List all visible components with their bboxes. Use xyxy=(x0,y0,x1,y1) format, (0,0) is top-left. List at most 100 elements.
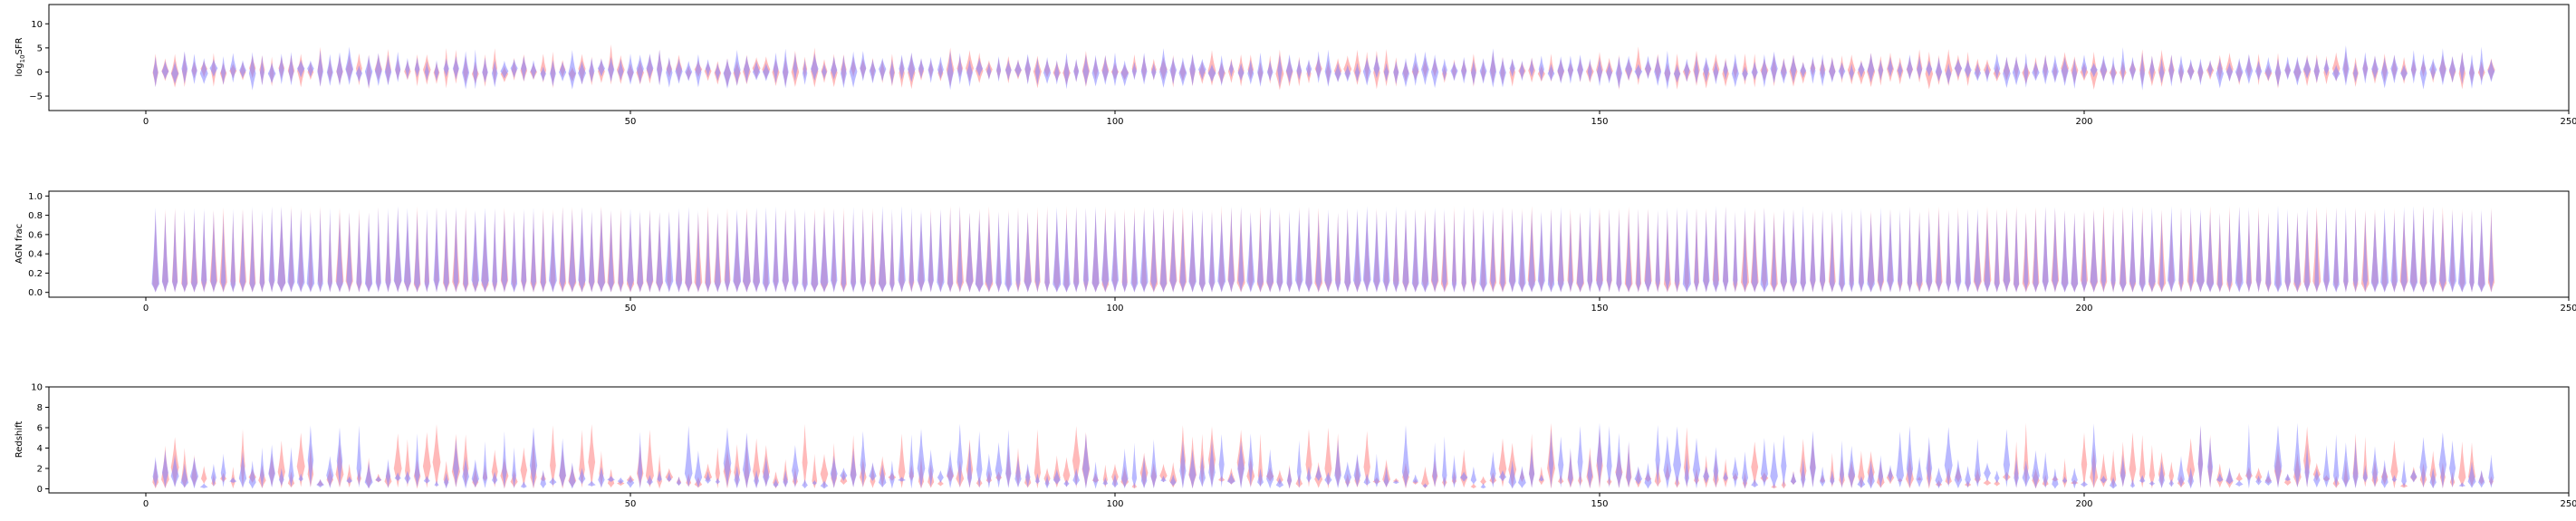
violin-blue xyxy=(1760,207,1769,293)
violin-blue xyxy=(1954,58,1963,78)
violin-blue xyxy=(638,431,643,489)
violin-blue xyxy=(2012,56,2021,86)
violin-blue xyxy=(1529,446,1535,488)
violin-blue xyxy=(268,206,275,293)
violin-blue xyxy=(908,207,914,293)
violin-blue xyxy=(1150,207,1158,293)
violin-blue xyxy=(1257,468,1264,487)
violin-blue xyxy=(1073,58,1080,82)
violin-blue xyxy=(1450,61,1458,82)
violin-blue xyxy=(1334,439,1341,488)
y-axis-label: log10SFR xyxy=(14,37,26,76)
x-tick-label: 100 xyxy=(1106,304,1123,314)
violin-blue xyxy=(424,208,429,293)
violin-blue xyxy=(1742,207,1748,293)
violin-blue xyxy=(1538,55,1544,82)
violin-blue xyxy=(1781,434,1787,488)
violin-blue xyxy=(928,211,934,293)
x-tick-label: 0 xyxy=(143,499,149,509)
violin-blue xyxy=(482,441,488,488)
violin-blue xyxy=(259,54,264,86)
violin-red xyxy=(812,453,818,489)
violin-red xyxy=(1324,427,1332,489)
violin-blue xyxy=(2042,54,2049,85)
violin-blue xyxy=(1946,210,1951,293)
violin-blue xyxy=(1994,470,2000,484)
x-axis: 0 50 100 150 200 250 xyxy=(143,111,2576,127)
violin-blue xyxy=(1131,442,1138,489)
violin-blue xyxy=(2235,206,2244,293)
violin-blue xyxy=(2448,55,2456,83)
violin-blue xyxy=(889,59,895,86)
violin-blue xyxy=(1490,451,1496,488)
violin-blue xyxy=(1266,449,1274,489)
violin-blue xyxy=(1362,57,1371,86)
violin-blue xyxy=(860,430,866,488)
violin-blue xyxy=(878,464,887,488)
violin-blue xyxy=(161,61,169,80)
violin-blue xyxy=(529,427,538,488)
violin-blue xyxy=(1082,207,1089,293)
violin-blue xyxy=(1111,473,1119,488)
violin-blue xyxy=(2244,53,2254,84)
violin-blue xyxy=(356,425,362,488)
violin-blue xyxy=(1587,58,1592,82)
violin-blue xyxy=(249,206,255,293)
violin-blue xyxy=(1926,210,1933,293)
violin-blue xyxy=(695,53,702,88)
violin-blue xyxy=(1091,206,1100,293)
violin-blue xyxy=(2265,212,2272,293)
violin-blue xyxy=(1723,471,1728,482)
violin-blue xyxy=(1529,58,1534,77)
violin-blue xyxy=(2080,480,2089,487)
violin-blue xyxy=(1101,212,1110,293)
violin-blue xyxy=(918,58,925,79)
violin-blue xyxy=(2390,54,2398,84)
violin-blue xyxy=(2391,475,2398,483)
violin-blue xyxy=(521,208,527,293)
violin-blue xyxy=(1984,462,1991,482)
violin-blue xyxy=(2071,58,2078,89)
violin-blue xyxy=(1004,212,1013,293)
violin-blue xyxy=(277,206,286,293)
violin-blue xyxy=(753,207,761,293)
violin-blue xyxy=(1373,54,1380,79)
violin-blue xyxy=(2129,478,2136,488)
violin-blue xyxy=(1287,467,1293,489)
plot-frame xyxy=(48,386,2570,494)
violin-blue xyxy=(2158,461,2165,488)
violin-blue xyxy=(1489,48,1497,88)
x-tick-label: 100 xyxy=(1106,117,1123,127)
violin-blue xyxy=(1548,429,1554,489)
violin-blue xyxy=(1655,209,1660,293)
violin-blue xyxy=(1508,208,1516,293)
violin-blue xyxy=(1596,422,1603,487)
violin-blue xyxy=(715,212,721,293)
violin-blue xyxy=(636,54,644,84)
violin-blue xyxy=(2438,432,2447,489)
violin-blue xyxy=(1606,426,1612,488)
violin-blue xyxy=(1780,58,1787,84)
violin-blue xyxy=(733,49,741,87)
violin-blue xyxy=(1353,208,1361,293)
violin-blue xyxy=(1228,60,1234,78)
violin-blue xyxy=(336,212,343,293)
violin-blue xyxy=(385,458,391,489)
violin-blue xyxy=(2206,211,2215,293)
violin-blue xyxy=(1285,53,1293,83)
violin-blue xyxy=(1935,57,1943,82)
violin-blue xyxy=(190,457,198,489)
violin-blue xyxy=(1694,208,1699,293)
violin-blue xyxy=(754,469,760,489)
violin-blue xyxy=(1576,212,1584,293)
violin-red xyxy=(820,453,829,489)
violin-blue xyxy=(1606,62,1612,84)
violin-blue xyxy=(899,54,905,80)
violin-red xyxy=(2129,432,2137,487)
violin-blue xyxy=(1519,60,1525,82)
violin-blue xyxy=(1188,208,1197,293)
violin-blue xyxy=(1713,447,1719,488)
violin-blue xyxy=(597,207,605,293)
violin-blue xyxy=(1713,206,1719,293)
y-axis: 0.0 0.2 0.4 0.6 0.8 1.0 xyxy=(28,192,49,298)
